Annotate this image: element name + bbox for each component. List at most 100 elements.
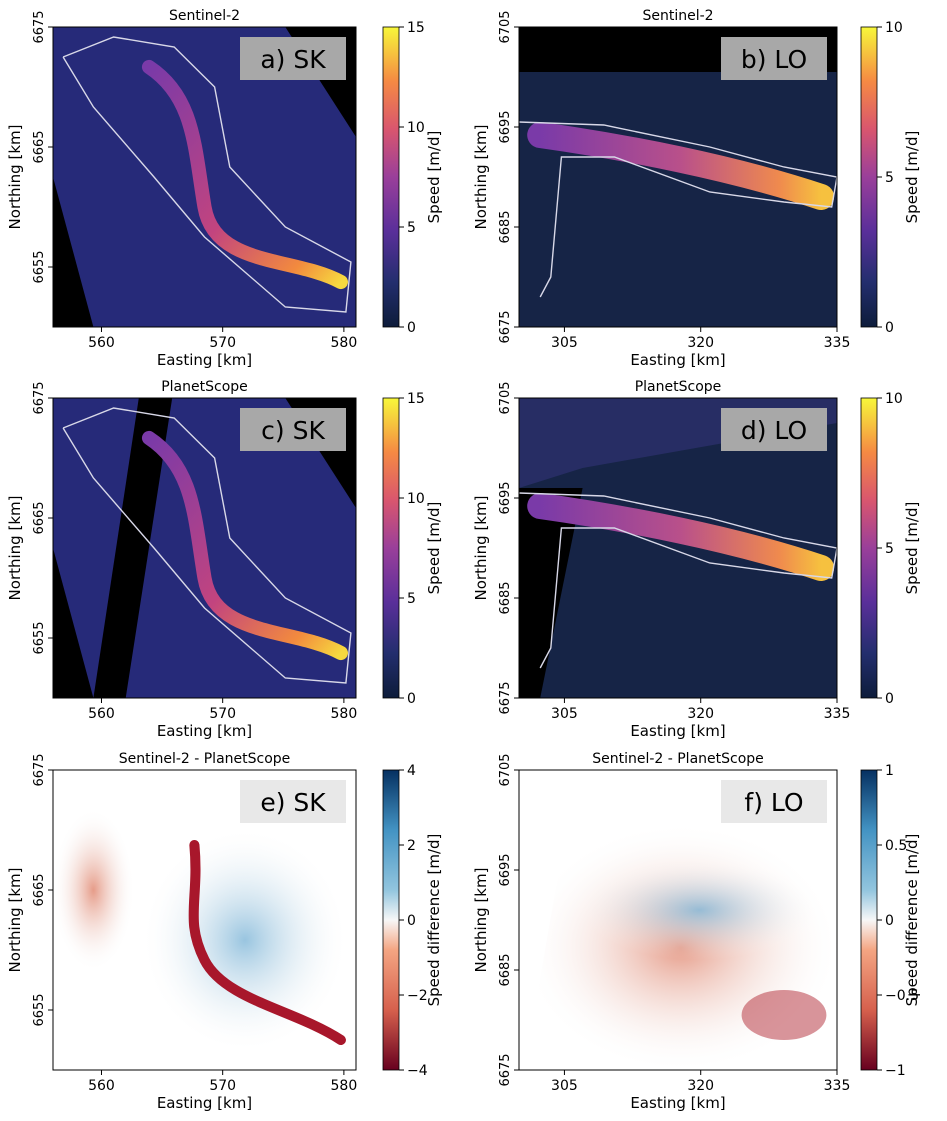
x-tick-label: 580 (331, 335, 358, 351)
colorbar-tick-label: 0 (407, 691, 416, 707)
colorbar-tick-label: 5 (407, 220, 416, 236)
negative-patch (741, 990, 827, 1040)
colorbar-tick-label: 5 (885, 170, 894, 186)
colorbar-tick-label: −1 (885, 1063, 906, 1079)
panel-label-box (240, 780, 346, 823)
colorbar-tick-label: 4 (407, 763, 416, 779)
colorbar (860, 397, 878, 699)
colorbar (382, 769, 400, 1071)
glacier-outline (518, 492, 838, 669)
y-tick-label: 6675 (32, 10, 47, 43)
y-tick-label: 6665 (32, 501, 47, 534)
panel-image (53, 398, 356, 698)
glacier-outline (518, 121, 838, 298)
panel-image (519, 770, 837, 1070)
plot-frame (52, 769, 357, 1071)
y-axis-label: Northing [km] (6, 125, 24, 230)
x-tick-label: 560 (88, 706, 115, 722)
colorbar-label: Speed [m/d] (425, 502, 443, 595)
colorbar (860, 769, 878, 1071)
difference-field (143, 830, 346, 1050)
panel-label-box (721, 37, 827, 80)
x-tick-label: 570 (209, 335, 236, 351)
x-tick-label: 580 (331, 706, 358, 722)
y-tick-label: 6665 (32, 873, 47, 906)
x-axis-label: Easting [km] (157, 722, 252, 740)
colorbar-tick-label: 0 (407, 320, 416, 336)
y-axis-label: Northing [km] (472, 125, 490, 230)
colorbar-label: Speed [m/d] (425, 131, 443, 224)
x-axis-label: Easting [km] (630, 1094, 725, 1112)
panel-label: b) LO (741, 45, 807, 74)
difference-field-center (582, 860, 816, 960)
y-tick-label: 6685 (498, 953, 513, 986)
colorbar-tick-label: 10 (885, 391, 903, 407)
panel-label: e) SK (260, 788, 326, 817)
x-tick-label: 335 (824, 706, 851, 722)
panel-e: Sentinel-2 - PlanetScope e) SK 560 570 580 66… (6, 751, 443, 1112)
colorbar-tick-label: 1 (885, 763, 894, 779)
y-tick-label: 6655 (32, 250, 47, 283)
x-tick-label: 320 (687, 335, 714, 351)
glacier-flow (527, 493, 835, 581)
y-tick-label: 6655 (32, 621, 47, 654)
x-axis-label: Easting [km] (157, 351, 252, 369)
x-axis-label: Easting [km] (157, 1094, 252, 1112)
y-tick-label: 6695 (498, 110, 513, 143)
panel-label: d) LO (741, 416, 807, 445)
difference-field-west (53, 810, 134, 970)
x-tick-label: 570 (209, 1078, 236, 1094)
y-tick-label: 6675 (498, 310, 513, 343)
panel-title: Sentinel-2 - PlanetScope (119, 751, 291, 767)
x-tick-label: 580 (331, 1078, 358, 1094)
panel-title: Sentinel-2 - PlanetScope (592, 751, 764, 767)
y-axis-label: Northing [km] (472, 868, 490, 973)
y-tick-label: 6695 (498, 853, 513, 886)
colorbar-tick-label: 0 (885, 913, 894, 929)
colorbar-tick-label: 10 (407, 491, 425, 507)
panel-title: PlanetScope (635, 379, 722, 395)
y-tick-label: 6685 (498, 210, 513, 243)
y-tick-label: 6675 (498, 681, 513, 714)
x-tick-label: 320 (687, 706, 714, 722)
y-tick-label: 6695 (498, 481, 513, 514)
colorbar-label: Speed difference [m/d] (425, 834, 443, 1007)
no-data-swath (93, 398, 173, 698)
panel-label: c) SK (261, 416, 325, 445)
colorbar-tick-label: −2 (407, 988, 428, 1004)
y-tick-label: 6675 (32, 753, 47, 786)
glacier-outline (62, 36, 352, 313)
colorbar-label: Speed [m/d] (903, 131, 921, 224)
colorbar-tick-label: 0 (885, 691, 894, 707)
panel-label-box (721, 780, 827, 823)
colorbar-tick-label: 15 (407, 20, 425, 36)
y-tick-label: 6675 (498, 1053, 513, 1086)
glacier-outline (62, 407, 352, 684)
colorbar-tick-label: −4 (407, 1063, 428, 1079)
panel-b: Sentinel-2 b) LO 305 320 335 6675 6685 6695 6705… (472, 8, 921, 369)
speed-field (519, 72, 837, 327)
colorbar-tick-label: 10 (407, 120, 425, 136)
panel-label: a) SK (260, 45, 326, 74)
panel-label: f) LO (744, 788, 803, 817)
plot-frame (518, 397, 838, 699)
panel-label-box (240, 37, 346, 80)
y-tick-label: 6705 (498, 381, 513, 414)
panel-title: Sentinel-2 (169, 8, 240, 24)
x-tick-label: 305 (551, 1078, 578, 1094)
colorbar-tick-label: −0.5 (885, 988, 919, 1004)
x-tick-label: 560 (88, 1078, 115, 1094)
colorbar (382, 397, 400, 699)
panel-c: PlanetScope c) SK 560 570 580 6655 6665 6675 Eas… (6, 379, 443, 740)
x-axis-label: Easting [km] (630, 351, 725, 369)
y-axis-label: Northing [km] (6, 496, 24, 601)
x-tick-label: 335 (824, 1078, 851, 1094)
panel-title: Sentinel-2 (642, 8, 713, 24)
colorbar-tick-label: 0.5 (885, 838, 907, 854)
panel-title: PlanetScope (161, 379, 248, 395)
colorbar-tick-label: 5 (885, 541, 894, 557)
x-axis-label: Easting [km] (630, 722, 725, 740)
y-tick-label: 6685 (498, 581, 513, 614)
y-tick-label: 6655 (32, 993, 47, 1026)
